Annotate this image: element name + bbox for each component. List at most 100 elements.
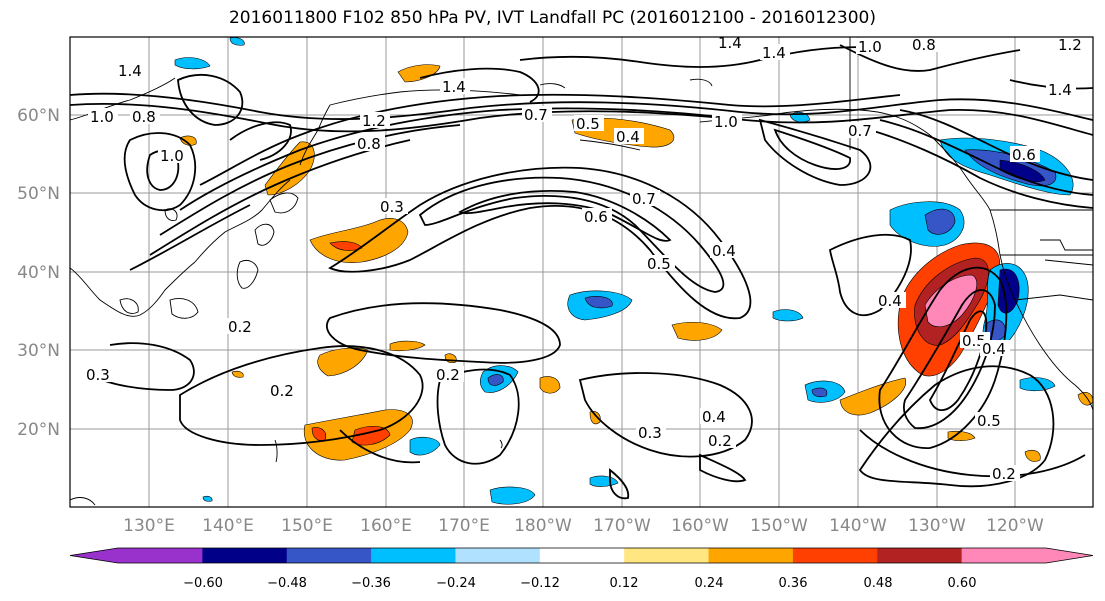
svg-text:0.7: 0.7 [632, 190, 656, 208]
svg-text:1.4: 1.4 [762, 44, 786, 62]
lon-label: 150°W [750, 516, 808, 536]
svg-text:1.4: 1.4 [718, 34, 742, 52]
contour-label: 1.0 [712, 113, 742, 131]
contour-label: 0.8 [130, 108, 160, 126]
svg-text:0.6: 0.6 [584, 208, 608, 226]
colorbar-extend-low [70, 548, 118, 563]
svg-text:0.5: 0.5 [576, 115, 600, 133]
contour-label: 1.2 [1056, 36, 1086, 54]
colorbar-tick-label: −0.48 [267, 576, 307, 591]
contour-label: 1.4 [716, 34, 746, 52]
contour-label: 0.4 [980, 340, 1010, 358]
lon-label: 130°W [908, 516, 966, 536]
colorbar-segment [877, 548, 963, 563]
contour-label: 1.0 [856, 38, 886, 56]
contour-label: 0.2 [434, 366, 464, 384]
svg-text:0.4: 0.4 [878, 292, 902, 310]
colorbar-segment [624, 548, 710, 563]
colorbar-segment [961, 548, 1047, 563]
contour-label: 0.4 [614, 128, 644, 146]
colorbar-outline [69, 547, 1094, 564]
contour-label: 0.5 [960, 332, 990, 350]
svg-text:0.6: 0.6 [1012, 146, 1036, 164]
lon-label: 140°E [202, 516, 254, 536]
lat-label: 60°N [17, 106, 60, 126]
contour-label: 0.3 [378, 198, 408, 216]
svg-text:0.3: 0.3 [638, 424, 662, 442]
contour-label: 0.5 [645, 255, 675, 273]
contour-label: 1.4 [1046, 81, 1076, 99]
contour-label: 1.4 [116, 62, 144, 80]
contour-label: 0.6 [582, 208, 612, 226]
map-title: 2016011800 F102 850 hPa PV, IVT Landfall… [228, 8, 876, 28]
lon-label: 160°W [671, 516, 729, 536]
contour-label: 0.4 [710, 242, 740, 260]
svg-text:0.2: 0.2 [436, 366, 460, 384]
svg-text:0.4: 0.4 [616, 128, 640, 146]
contour-labels: 1.4 1.4 1.0 0.8 1.4 1.0 0.8 1.2 1.4 1.0 … [84, 34, 1086, 483]
lon-label: 130°E [123, 516, 175, 536]
colorbar-tick-label: −0.24 [436, 576, 476, 591]
contour-label: 1.0 [158, 147, 188, 165]
svg-text:0.8: 0.8 [912, 36, 936, 54]
lat-label: 20°N [17, 420, 60, 440]
contour-label: 1.4 [440, 78, 470, 96]
colorbar-segment [539, 548, 625, 563]
svg-text:0.3: 0.3 [86, 366, 110, 384]
contour-label: 1.4 [760, 44, 790, 62]
lon-label: 120°W [986, 516, 1044, 536]
contour-label: 0.8 [910, 36, 940, 54]
contour-label: 0.7 [846, 122, 876, 140]
colorbar-segment [118, 548, 203, 563]
svg-text:0.4: 0.4 [712, 242, 736, 260]
colorbar-tick-label: 0.36 [779, 576, 808, 591]
contour-label: 0.6 [1010, 146, 1040, 164]
colorbar-tick-label: 0.24 [695, 576, 724, 591]
contour-label: 0.5 [574, 115, 604, 133]
lon-label: 180°W [514, 516, 572, 536]
lon-label: 150°E [281, 516, 333, 536]
colorbar-segment [202, 548, 288, 563]
lon-label: 160°E [360, 516, 412, 536]
svg-text:1.0: 1.0 [858, 38, 882, 56]
svg-text:1.4: 1.4 [1048, 81, 1072, 99]
svg-text:1.2: 1.2 [362, 112, 386, 130]
contour-label: 0.7 [630, 190, 660, 208]
svg-text:0.5: 0.5 [977, 412, 1001, 430]
lat-label: 50°N [17, 184, 60, 204]
lon-label: 140°W [829, 516, 887, 536]
lon-label: 170°E [438, 516, 490, 536]
contour-label: 0.5 [975, 412, 1005, 430]
contour-label: 1.2 [360, 112, 390, 130]
colorbar-tick-label: −0.12 [520, 576, 560, 591]
svg-text:0.2: 0.2 [708, 432, 732, 450]
colorbar-tick-label: 0.48 [864, 576, 893, 591]
svg-text:1.0: 1.0 [90, 108, 114, 126]
svg-text:0.8: 0.8 [132, 108, 156, 126]
latitude-labels: 60°N 50°N 40°N 30°N 20°N [17, 106, 60, 440]
lat-label: 30°N [17, 341, 60, 361]
svg-text:0.8: 0.8 [357, 135, 381, 153]
svg-text:0.3: 0.3 [380, 198, 404, 216]
svg-text:0.4: 0.4 [982, 340, 1006, 358]
svg-text:1.4: 1.4 [118, 62, 142, 80]
colorbar-segment [708, 548, 794, 563]
colorbar-extend-high [1046, 548, 1093, 563]
svg-text:1.4: 1.4 [442, 78, 466, 96]
plot-border [69, 36, 1094, 508]
contour-label: 0.3 [84, 366, 114, 384]
svg-text:0.4: 0.4 [702, 408, 726, 426]
svg-text:1.2: 1.2 [1058, 36, 1082, 54]
contour-label: 0.8 [355, 135, 385, 153]
svg-text:0.7: 0.7 [524, 106, 548, 124]
colorbar-tick-label: −0.36 [351, 576, 391, 591]
contour-label: 0.3 [636, 424, 666, 442]
contour-label: 0.4 [700, 408, 730, 426]
contour-label: 0.2 [226, 318, 256, 336]
colorbar [69, 547, 1094, 564]
contour-label: 0.2 [268, 382, 298, 400]
svg-text:0.5: 0.5 [647, 255, 671, 273]
colorbar-segment [286, 548, 372, 563]
lat-label: 40°N [17, 263, 60, 283]
contour-label: 0.7 [522, 106, 552, 124]
